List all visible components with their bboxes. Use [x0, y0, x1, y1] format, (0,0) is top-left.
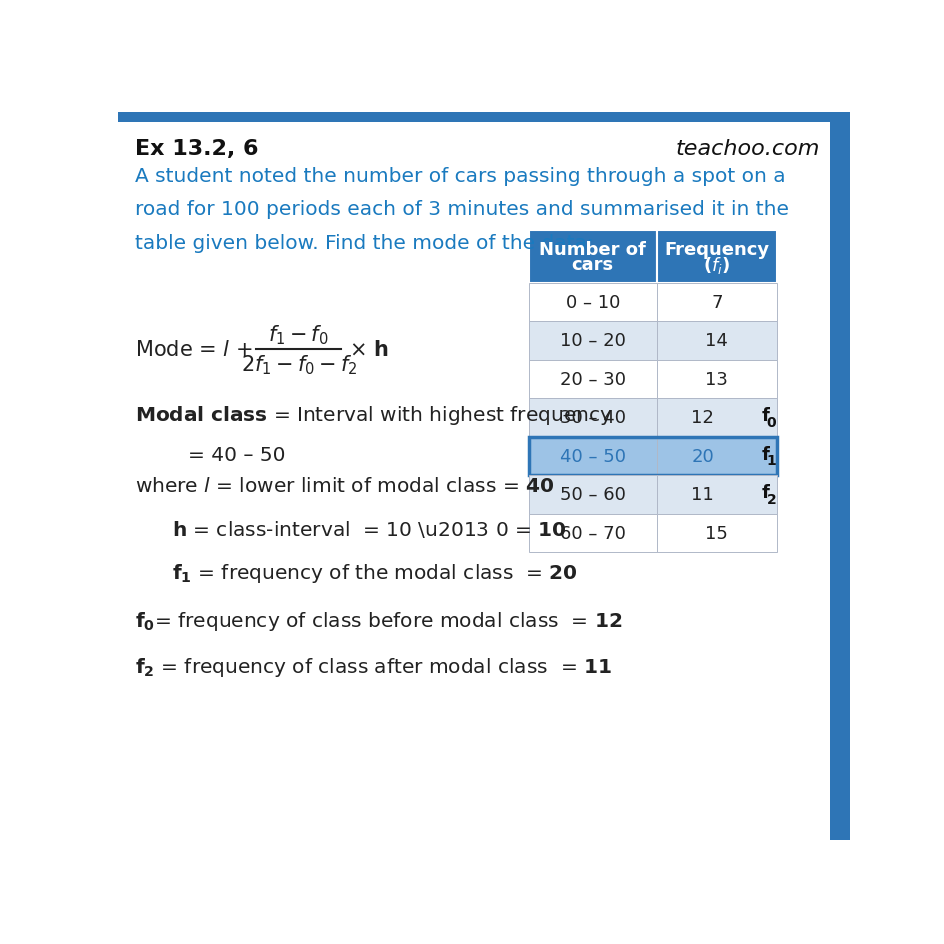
- Text: 20: 20: [691, 447, 714, 465]
- Text: $\mathbf{f_2}$ = frequency of class after modal class  = $\mathbf{11}$: $\mathbf{f_2}$ = frequency of class afte…: [135, 655, 612, 679]
- Bar: [118, 113, 850, 124]
- Bar: [529, 283, 656, 322]
- Text: 40 – 50: 40 – 50: [559, 447, 625, 465]
- Text: $\mathbf{Modal\ class}$ = Interval with highest frequency: $\mathbf{Modal\ class}$ = Interval with …: [135, 403, 613, 427]
- Bar: [656, 476, 776, 514]
- Bar: [656, 514, 776, 552]
- Text: 30 – 40: 30 – 40: [559, 409, 625, 427]
- Text: Ex 13.2, 6: Ex 13.2, 6: [135, 139, 259, 159]
- Text: where $\mathit{l}$ = lower limit of modal class = $\mathbf{40}$: where $\mathit{l}$ = lower limit of moda…: [135, 477, 554, 496]
- Text: f: f: [761, 445, 769, 463]
- Text: 0: 0: [766, 415, 775, 430]
- Text: 15: 15: [704, 524, 728, 542]
- Text: = 40 – 50: = 40 – 50: [188, 446, 285, 464]
- Text: ($f_i$): ($f_i$): [702, 254, 730, 276]
- Text: 50 – 60: 50 – 60: [559, 486, 625, 504]
- Text: 1: 1: [766, 454, 776, 468]
- Text: Number of: Number of: [539, 242, 646, 260]
- Bar: [529, 437, 656, 476]
- Bar: [829, 113, 850, 840]
- Text: $\times$ $\mathbf{h}$: $\times$ $\mathbf{h}$: [348, 340, 388, 360]
- Text: road for 100 periods each of 3 minutes and summarised it in the: road for 100 periods each of 3 minutes a…: [135, 200, 788, 219]
- Text: 10 – 20: 10 – 20: [559, 332, 625, 350]
- Bar: [656, 322, 776, 361]
- Text: $\mathbf{h}$ = class-interval  = 10 \u2013 0 = $\mathbf{10}$: $\mathbf{h}$ = class-interval = 10 \u201…: [172, 518, 566, 539]
- Bar: [656, 437, 776, 476]
- Bar: [656, 283, 776, 322]
- Bar: [529, 322, 656, 361]
- Text: 11: 11: [691, 486, 714, 504]
- Text: f: f: [761, 407, 769, 425]
- Bar: [529, 231, 656, 283]
- Text: 0 – 10: 0 – 10: [565, 294, 619, 312]
- Text: 20 – 30: 20 – 30: [559, 370, 625, 388]
- Text: table given below. Find the mode of the data:: table given below. Find the mode of the …: [135, 233, 593, 252]
- Text: 14: 14: [704, 332, 728, 350]
- Text: $f_1 - f_0$: $f_1 - f_0$: [268, 323, 329, 346]
- Text: $2f_1 - f_0 - f_2$: $2f_1 - f_0 - f_2$: [241, 353, 357, 377]
- Bar: [529, 514, 656, 552]
- Bar: [656, 231, 776, 283]
- Text: $\mathbf{f_1}$ = frequency of the modal class  = $\mathbf{20}$: $\mathbf{f_1}$ = frequency of the modal …: [172, 561, 578, 584]
- Text: A student noted the number of cars passing through a spot on a: A student noted the number of cars passi…: [135, 167, 785, 186]
- Bar: [656, 361, 776, 398]
- Text: Frequency: Frequency: [664, 242, 768, 260]
- Text: 13: 13: [704, 370, 728, 388]
- Text: 7: 7: [710, 294, 722, 312]
- Text: 60 – 70: 60 – 70: [559, 524, 625, 542]
- Bar: [529, 398, 656, 437]
- Text: Mode = $\mathit{l}$ +: Mode = $\mathit{l}$ +: [135, 340, 252, 360]
- Bar: [529, 437, 776, 476]
- Text: 12: 12: [691, 409, 714, 427]
- Bar: [529, 361, 656, 398]
- Text: f: f: [761, 483, 769, 501]
- Bar: [656, 398, 776, 437]
- Bar: [529, 476, 656, 514]
- Text: $\mathbf{f_0}$= frequency of class before modal class  = $\mathbf{12}$: $\mathbf{f_0}$= frequency of class befor…: [135, 610, 622, 632]
- Text: cars: cars: [571, 256, 614, 274]
- Text: 2: 2: [766, 493, 776, 506]
- Text: teachoo.com: teachoo.com: [674, 139, 818, 159]
